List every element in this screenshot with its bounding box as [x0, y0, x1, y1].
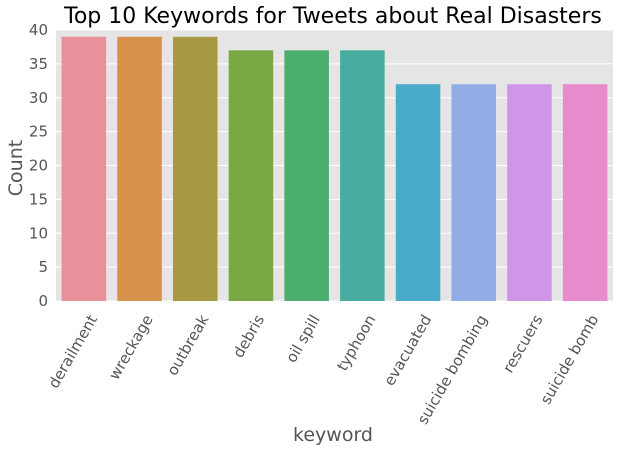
- bar-suicide-bombing: [451, 84, 497, 301]
- bar-outbreak: [172, 36, 218, 302]
- bar-derailment: [61, 36, 107, 302]
- bar-oil-spill: [284, 50, 329, 302]
- bar-rescuers: [507, 84, 552, 301]
- y-tick-label: 30: [29, 89, 48, 107]
- bar-evacuated: [395, 84, 441, 301]
- y-tick-label: 5: [38, 258, 48, 276]
- y-tick-label: 10: [29, 224, 48, 242]
- y-tick-labels: 0 5 10 15 20 25 30 35 40: [29, 21, 48, 310]
- y-axis-label: Count: [5, 140, 27, 196]
- y-tick-label: 35: [29, 55, 48, 73]
- x-tick-label: oil spill: [282, 312, 324, 366]
- bars: [61, 36, 608, 302]
- bar-suicide-bomb: [562, 84, 608, 301]
- x-tick-label: suicide bomb: [537, 312, 603, 408]
- chart-title: Top 10 Keywords for Tweets about Real Di…: [63, 4, 602, 29]
- x-axis-label: keyword: [293, 424, 373, 446]
- x-tick-label: derailment: [45, 312, 101, 392]
- bar-typhoon: [340, 50, 385, 302]
- x-tick-label: typhoon: [333, 312, 379, 374]
- x-tick-label: outbreak: [163, 311, 212, 378]
- x-tick-label: rescuers: [499, 311, 547, 375]
- y-tick-label: 40: [29, 21, 48, 39]
- x-tick-label: evacuated: [380, 312, 435, 389]
- x-tick-labels: derailment wreckage outbreak debris oil spil…: [45, 311, 603, 427]
- y-tick-label: 25: [29, 123, 48, 141]
- y-tick-label: 0: [38, 292, 48, 310]
- bar-wreckage: [117, 36, 162, 302]
- y-tick-label: 20: [29, 157, 48, 175]
- x-tick-label: debris: [229, 311, 268, 360]
- x-tick-label: wreckage: [105, 312, 157, 383]
- y-tick-label: 15: [29, 190, 48, 208]
- bar-debris: [228, 50, 274, 302]
